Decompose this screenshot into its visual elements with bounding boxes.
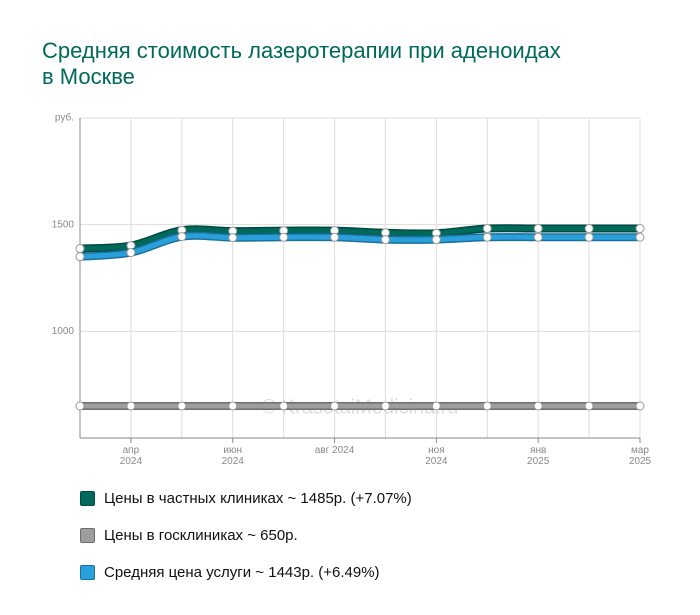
- y-tick-label: 1000: [52, 326, 75, 337]
- point-marker: [228, 401, 238, 411]
- point-marker: [482, 224, 492, 234]
- point-marker: [635, 232, 645, 242]
- legend-label: Цены в госклиниках ~ 650р.: [104, 526, 298, 544]
- y-tick-label: 1500: [52, 219, 75, 230]
- point-marker: [635, 401, 645, 411]
- x-tick-label: апр 2024: [119, 445, 143, 467]
- legend-item: Средняя цена услуги ~ 1443р. (+6.49%): [80, 562, 412, 582]
- point-marker: [75, 401, 85, 411]
- point-marker: [126, 248, 136, 258]
- point-marker: [584, 401, 594, 411]
- point-marker: [75, 252, 85, 262]
- x-tick-label: июн 2024: [221, 445, 244, 467]
- point-marker: [75, 244, 85, 254]
- point-marker: [279, 401, 289, 411]
- x-tick-label: янв 2025: [527, 445, 550, 467]
- point-marker: [380, 401, 390, 411]
- x-tick-label: авг 2024: [314, 445, 355, 456]
- point-marker: [177, 401, 187, 411]
- point-marker: [380, 235, 390, 245]
- x-tick-label: мар 2025: [628, 445, 652, 467]
- point-marker: [533, 224, 543, 234]
- point-marker: [330, 401, 340, 411]
- point-marker: [279, 232, 289, 242]
- legend-swatch: [80, 490, 95, 506]
- point-marker: [177, 232, 187, 242]
- legend-swatch: [80, 527, 95, 543]
- point-marker: [330, 232, 340, 242]
- y-tick-label: руб.: [55, 112, 74, 124]
- legend-label: Цены в частных клиниках ~ 1485р. (+7.07%…: [104, 489, 412, 507]
- point-marker: [431, 401, 441, 411]
- legend: Цены в частных клиниках ~ 1485р. (+7.07%…: [80, 488, 412, 599]
- point-marker: [533, 401, 543, 411]
- chart-title: Средняя стоимость лазеротерапии при аден…: [42, 38, 561, 89]
- point-marker: [584, 232, 594, 242]
- point-marker: [431, 235, 441, 245]
- point-marker: [533, 232, 543, 242]
- point-marker: [635, 224, 645, 234]
- point-marker: [126, 401, 136, 411]
- point-marker: [228, 233, 238, 243]
- point-marker: [482, 232, 492, 242]
- legend-item: Цены в госклиниках ~ 650р.: [80, 525, 412, 545]
- x-tick-label: ноя 2024: [425, 445, 448, 467]
- legend-item: Цены в частных клиниках ~ 1485р. (+7.07%…: [80, 488, 412, 508]
- legend-swatch: [80, 564, 95, 580]
- point-marker: [584, 224, 594, 234]
- legend-label: Средняя цена услуги ~ 1443р. (+6.49%): [104, 563, 380, 581]
- point-marker: [482, 401, 492, 411]
